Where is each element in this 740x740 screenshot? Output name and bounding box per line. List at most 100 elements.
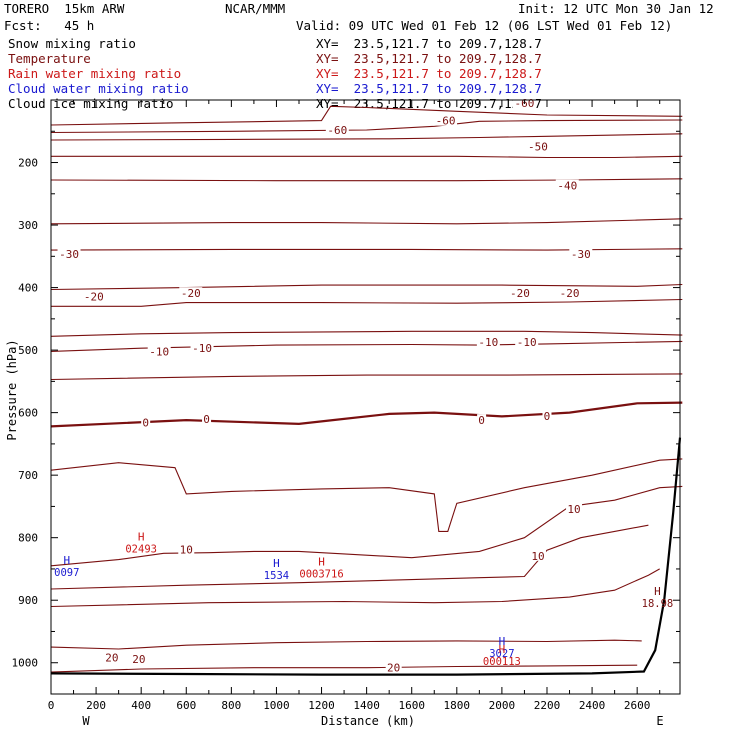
isotherm-label-bg-1: [434, 114, 458, 126]
extremum-marker-3: H: [318, 556, 325, 569]
isotherm-label-bg-3: [526, 140, 550, 152]
isotherm-line-4: [50, 178, 683, 182]
valid-time: Valid: 09 UTC Wed 01 Feb 12 (06 LST Wed …: [296, 18, 673, 33]
y-tick-label-1: 300: [18, 219, 38, 232]
y-tick-label-8: 1000: [12, 657, 39, 670]
isotherm-label-13: -10: [478, 336, 498, 349]
isotherm-label-bg-15: [141, 416, 151, 428]
x-tick-label-12: 2400: [579, 699, 606, 712]
isotherm-label-bg-14: [515, 335, 539, 347]
isotherm-label-7: -20: [84, 290, 104, 303]
isotherm-line-1: [50, 119, 683, 134]
extremum-marker-4: H: [654, 585, 661, 598]
x-tick-label-6: 1200: [308, 699, 335, 712]
isotherm-label-bg-9: [508, 287, 532, 299]
legend-temperature: Temperature: [8, 51, 91, 66]
x-tick-label-10: 2000: [489, 699, 516, 712]
legend-cloud-water-xy: XY= 23.5,121.7 to 209.7,128.7: [316, 81, 542, 96]
forecast-hour: Fcst: 45 h: [4, 18, 95, 33]
y-tick-label-4: 600: [18, 407, 38, 420]
isotherm-label-bg-4: [555, 179, 579, 191]
extremum-value-2: 1534: [264, 570, 289, 582]
isotherm-label-11: -10: [149, 345, 169, 358]
x-tick-label-4: 800: [221, 699, 241, 712]
isotherm-line-2: [50, 133, 683, 141]
isotherm-label-bg-10: [558, 287, 582, 299]
legend-snow-xy: XY= 23.5,121.7 to 209.7,128.7: [316, 36, 542, 51]
legend-rain-xy: XY= 23.5,121.7 to 209.7,128.7: [316, 66, 542, 81]
isotherm-label-5: -30: [59, 248, 79, 261]
y-tick-label-7: 900: [18, 594, 38, 607]
isotherm-line-7: [50, 283, 683, 291]
isotherm-label-bg-5: [57, 247, 81, 259]
isotherm-line-17: [50, 639, 642, 650]
x-tick-label-11: 2200: [534, 699, 561, 712]
x-axis-east-label: E: [656, 714, 663, 728]
isotherm-label-bg-0: [325, 124, 349, 136]
x-tick-label-3: 600: [176, 699, 196, 712]
x-tick-label-7: 1400: [353, 699, 380, 712]
isotherm-label-3: -50: [528, 140, 548, 153]
isotherm-label-bg-23: [130, 652, 147, 664]
isotherm-label-21: 10: [180, 544, 193, 557]
legend-cloud-water: Cloud water mixing ratio: [8, 81, 189, 96]
isotherm-label-bg-6: [569, 247, 593, 259]
isotherm-label-bg-17: [477, 414, 487, 426]
isotherm-label-bg-8: [179, 287, 203, 299]
x-tick-label-0: 0: [48, 699, 55, 712]
x-tick-label-13: 2600: [624, 699, 651, 712]
extremum-value-1: 02493: [125, 544, 157, 556]
isotherm-label-bg-22: [103, 651, 120, 663]
isotherm-line-11: [50, 373, 683, 381]
isotherm-label-bg-7: [82, 290, 106, 302]
y-axis-title: Pressure (hPa): [5, 339, 19, 440]
isotherm-line-14: [50, 485, 683, 567]
isotherm-label-bg-18: [542, 409, 552, 421]
isotherm-label-bg-12: [190, 342, 214, 354]
y-tick-label-3: 500: [18, 344, 38, 357]
isotherm-label-1: -60: [436, 115, 456, 128]
isotherm-label-20: 10: [531, 550, 544, 563]
y-tick-label-6: 800: [18, 532, 38, 545]
model-title: TORERO 15km ARW: [4, 1, 125, 16]
isotherm-line-15: [50, 524, 649, 590]
isotherm-label-0: -60: [327, 124, 347, 137]
extremum-marker-1: H: [138, 531, 145, 544]
isotherm-line-12: [50, 401, 683, 428]
extremum-value-3: 0003716: [299, 569, 343, 581]
plot-frame: [50, 99, 681, 695]
isotherm-line-8: [51, 298, 683, 307]
isotherm-label-bg-19: [566, 502, 583, 514]
extremum-value-5: 3027: [489, 648, 514, 660]
x-tick-label-2: 400: [131, 699, 151, 712]
isotherm-label-14: -10: [517, 336, 537, 349]
extremum-value-0: 0097: [54, 567, 79, 579]
extremum-value-4: 18.98: [642, 598, 674, 610]
isotherm-label-6: -30: [571, 248, 591, 261]
isotherm-label-bg-20: [529, 549, 546, 561]
isotherm-line-5: [50, 218, 683, 225]
x-tick-label-1: 200: [86, 699, 106, 712]
x-axis-west-label: W: [82, 714, 90, 728]
isotherm-label-9: -20: [510, 287, 530, 300]
y-tick-label-0: 200: [18, 157, 38, 170]
isotherm-label-bg-11: [147, 345, 171, 357]
legend-snow: Snow mixing ratio: [8, 36, 136, 51]
isotherm-line-18: [50, 664, 638, 673]
x-tick-label-9: 1800: [444, 699, 471, 712]
x-axis-title: Distance (km): [321, 714, 415, 728]
extremum-marker-0: H: [63, 554, 70, 567]
isotherm-line-3: [51, 155, 683, 159]
isotherm-label-19: 10: [567, 503, 580, 516]
x-tick-label-8: 1600: [398, 699, 425, 712]
isotherm-label-10: -20: [560, 287, 580, 300]
extremum-value-6: 000113: [483, 656, 521, 668]
isotherm-label-18: 0: [544, 410, 551, 423]
isotherm-label-bg-16: [202, 412, 212, 424]
extremum-marker-2: H: [273, 557, 280, 570]
init-time: Init: 12 UTC Mon 30 Jan 12: [518, 1, 714, 16]
center-title: NCAR/MMM: [225, 1, 286, 16]
surface-line: [50, 437, 682, 676]
isotherm-line-9: [50, 330, 683, 337]
